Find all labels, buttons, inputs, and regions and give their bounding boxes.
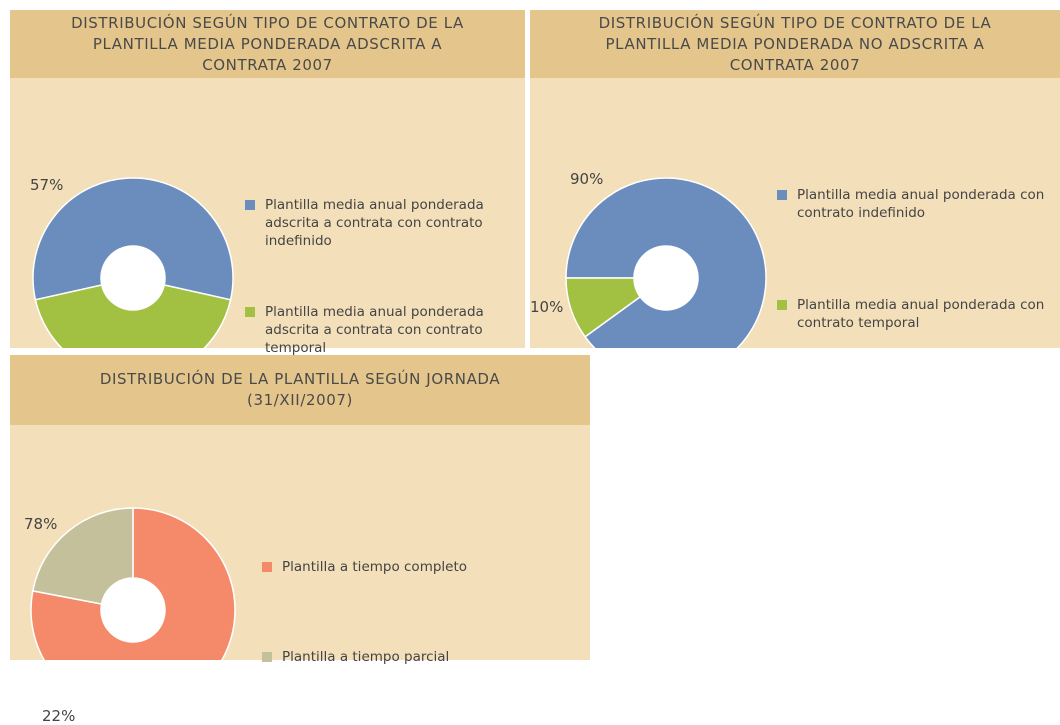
value-label: 90%: [570, 170, 604, 188]
legend-label: Plantilla media anual ponderada adscrita…: [265, 197, 484, 249]
legend-label: Plantilla a tiempo completo: [282, 559, 468, 575]
chart-panel: DISTRIBUCIÓN DE LA PLANTILLA SEGÚN JORNA…: [10, 355, 590, 725]
chart-panel: DISTRIBUCIÓN SEGÚN TIPO DE CONTRATO DE L…: [10, 10, 525, 398]
page: DISTRIBUCIÓN SEGÚN TIPO DE CONTRATO DE L…: [10, 10, 1060, 725]
legend-entry: Plantilla media anual ponderada adscrita…: [245, 303, 535, 357]
donut: [32, 177, 234, 348]
donut-hole: [633, 245, 699, 311]
chart-title: DISTRIBUCIÓN SEGÚN TIPO DE CONTRATO DE L…: [10, 10, 525, 78]
legend-entry: Plantilla media anual ponderada con cont…: [777, 186, 1060, 222]
donut: [565, 177, 767, 348]
donut-hole: [100, 577, 166, 643]
chart-title: DISTRIBUCIÓN DE LA PLANTILLA SEGÚN JORNA…: [10, 355, 590, 425]
legend-swatch: [777, 300, 787, 310]
legend-entry: Plantilla media anual ponderada con cont…: [777, 296, 1060, 332]
legend-label: Plantilla media anual ponderada con cont…: [797, 297, 1045, 331]
legend-label: Plantilla a tiempo parcial: [282, 649, 450, 665]
legend-swatch: [777, 190, 787, 200]
legend-swatch: [262, 562, 272, 572]
legend-entry: Plantilla media anual ponderada adscrita…: [245, 196, 535, 250]
chart-panel: DISTRIBUCIÓN SEGÚN TIPO DE CONTRATO DE L…: [530, 10, 1060, 348]
legend-label: Plantilla media anual ponderada adscrita…: [265, 304, 484, 356]
chart-title: DISTRIBUCIÓN SEGÚN TIPO DE CONTRATO DE L…: [530, 10, 1060, 78]
donut-hole: [100, 245, 166, 311]
legend-entry: Plantilla a tiempo completo: [262, 558, 582, 576]
value-label: 57%: [30, 176, 64, 194]
legend-swatch: [245, 307, 255, 317]
value-label: 22%: [42, 707, 76, 725]
legend-label: Plantilla media anual ponderada con cont…: [797, 187, 1045, 221]
legend-swatch: [245, 200, 255, 210]
value-label: 78%: [24, 515, 58, 533]
value-label: 10%: [530, 298, 564, 316]
legend-entry: Plantilla a tiempo parcial: [262, 648, 582, 666]
donut: [30, 507, 236, 660]
legend-swatch: [262, 652, 272, 662]
